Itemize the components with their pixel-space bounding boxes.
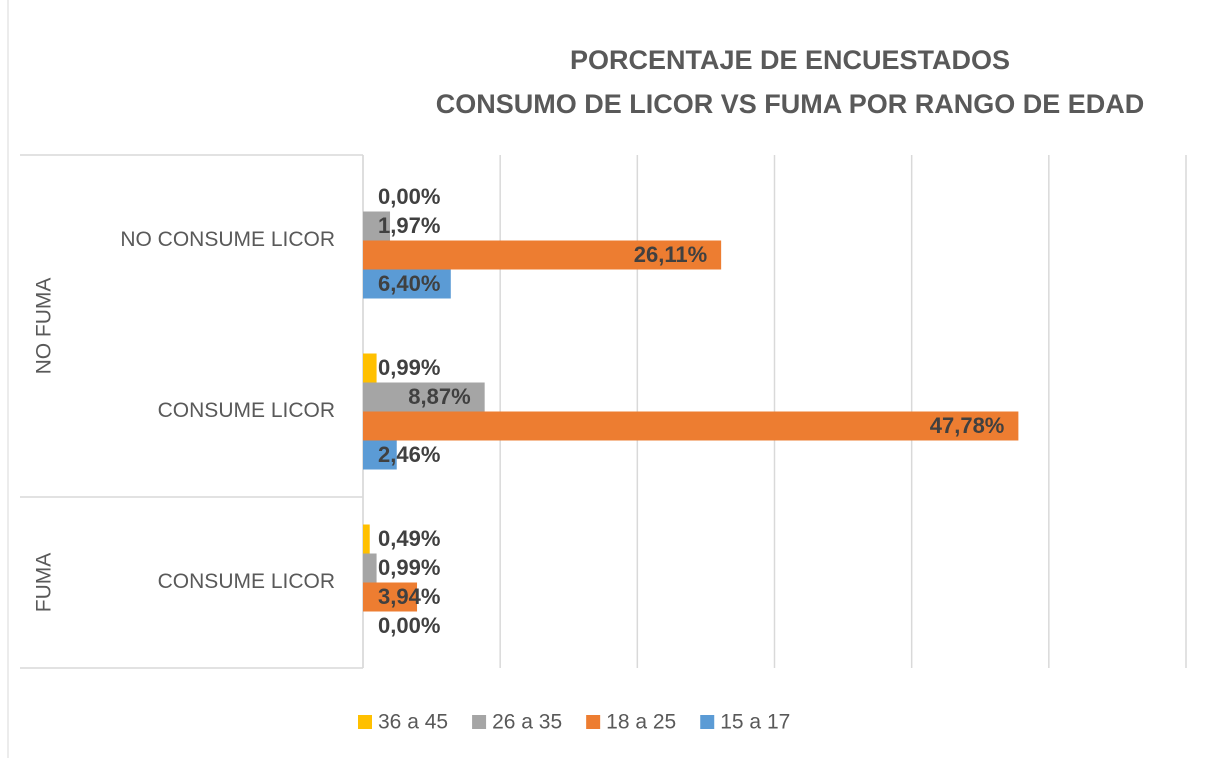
bar: [363, 211, 391, 241]
data-label: 26,11%: [634, 242, 707, 267]
data-label: 0,00%: [378, 613, 440, 638]
group-label: FUMA: [33, 553, 56, 613]
legend-swatch: [472, 715, 487, 729]
bar: [363, 553, 377, 583]
data-label: 2,46%: [378, 442, 440, 467]
bar: [363, 269, 451, 299]
bar: [363, 382, 485, 412]
legend-label: 15 a 17: [720, 711, 790, 734]
bar: [363, 524, 370, 554]
category-label: NO CONSUME LICOR: [120, 228, 335, 251]
bar: [363, 353, 377, 383]
category-label: CONSUME LICOR: [158, 399, 335, 422]
data-label: 0,49%: [378, 526, 440, 551]
legend-swatch: [700, 715, 715, 729]
legend-swatch: [586, 715, 601, 729]
data-label: 0,00%: [378, 184, 440, 209]
chart-border: [7, 0, 9, 758]
group-label: NO FUMA: [33, 278, 56, 375]
legend-label: 36 a 45: [378, 711, 448, 734]
data-label: 3,94%: [378, 584, 440, 609]
chart-subtitle: CONSUMO DE LICOR VS FUMA POR RANGO DE ED…: [436, 89, 1145, 119]
legend-label: 18 a 25: [606, 711, 676, 734]
data-label: 0,99%: [378, 355, 440, 380]
data-label: 1,97%: [378, 213, 440, 238]
bar: [363, 411, 1019, 441]
bar: [363, 240, 722, 270]
data-label: 8,87%: [408, 384, 470, 409]
category-label: CONSUME LICOR: [158, 570, 335, 593]
data-label: 0,99%: [378, 555, 440, 580]
bar: [363, 440, 397, 470]
bar: [363, 582, 418, 612]
data-label: 6,40%: [378, 271, 440, 296]
chart-title: PORCENTAJE DE ENCUESTADOS: [570, 45, 1010, 75]
data-label: 47,78%: [930, 413, 1005, 438]
legend-swatch: [358, 715, 372, 729]
legend-label: 26 a 35: [492, 711, 562, 734]
